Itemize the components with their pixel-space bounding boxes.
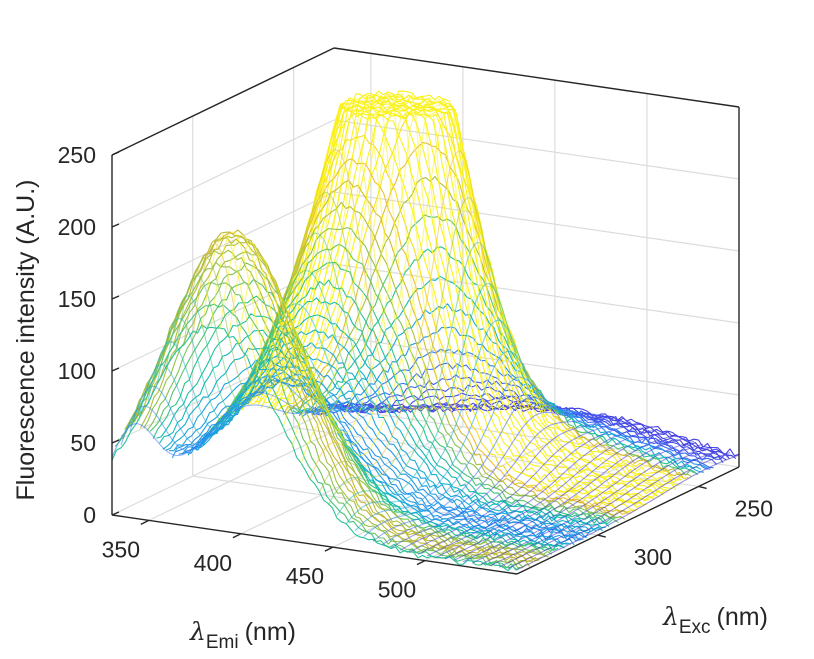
surface-column <box>210 94 433 410</box>
surface-column <box>462 437 686 563</box>
wireframe-surface <box>111 90 740 572</box>
surface-column <box>237 93 461 410</box>
surface-row <box>140 240 546 558</box>
surface-column <box>390 416 614 549</box>
surface-row <box>289 214 695 476</box>
surface-row <box>260 93 667 494</box>
z-tick-mark <box>111 439 120 444</box>
surface-column <box>426 426 650 557</box>
surface-column <box>129 376 353 446</box>
z-tick-label: 150 <box>58 286 96 312</box>
surface-row <box>114 303 521 571</box>
surface-row <box>203 297 610 527</box>
x-tick-label: 400 <box>194 550 232 576</box>
surface-column <box>318 196 542 494</box>
surface-column <box>165 269 389 415</box>
z-tick-mark <box>111 223 120 228</box>
surface-row <box>282 142 689 480</box>
axes-frame <box>111 47 740 575</box>
surface-row <box>146 262 553 556</box>
y-tick-label: 300 <box>634 544 672 570</box>
x-tick-label: 450 <box>286 563 324 589</box>
z-tick-mark <box>111 151 120 156</box>
z-axis-label: Fluorescence intensity (A.U.) <box>12 180 40 501</box>
surface-column <box>282 101 506 434</box>
surface-column <box>435 429 659 558</box>
surface-row <box>133 229 540 561</box>
surface-column <box>219 93 443 410</box>
surface-column <box>300 108 524 464</box>
surface-row <box>118 282 524 569</box>
z-tick-label: 0 <box>83 502 96 528</box>
surface-row <box>305 348 711 470</box>
y-tick-mark <box>597 534 606 538</box>
x-tick-mark <box>140 519 150 525</box>
surface-column <box>174 232 398 411</box>
surface-row <box>254 97 660 498</box>
x-tick-label: 500 <box>378 577 416 603</box>
surface-row <box>175 379 581 542</box>
surface-column <box>480 443 704 565</box>
surface-column <box>453 434 677 561</box>
z-tick-mark <box>111 511 120 516</box>
z-tick-label: 100 <box>58 358 96 384</box>
surface-row <box>295 275 702 470</box>
y-tick-label: 250 <box>735 495 773 521</box>
surface-row <box>143 251 549 558</box>
surface-column <box>417 423 641 555</box>
z-tick-mark <box>111 367 120 372</box>
tick-layer: 0 50 100 150 200 250 350 400 450 500 250 300 <box>58 142 773 603</box>
surface-column <box>228 93 452 410</box>
surface-row <box>111 324 518 572</box>
surface-column <box>264 97 488 412</box>
y-axis-label: λExc (nm) <box>662 602 768 638</box>
y-tick-mark <box>698 485 707 490</box>
surface-column <box>471 440 695 564</box>
surface-row <box>200 314 606 529</box>
surface-row <box>273 92 679 486</box>
surface-column <box>327 241 551 506</box>
surface-column <box>183 191 407 411</box>
surface-row <box>213 243 619 523</box>
z-tick-label: 200 <box>58 214 96 240</box>
surface-row <box>121 261 527 569</box>
surface-column <box>507 451 731 569</box>
surface-column <box>363 376 586 537</box>
surface-column <box>246 94 470 410</box>
surface-column <box>345 319 569 525</box>
x-tick-mark <box>232 533 242 539</box>
surface-row <box>324 400 730 460</box>
surface-column <box>192 148 416 410</box>
surface-column <box>372 396 595 542</box>
surface-column <box>156 303 380 423</box>
surface-column <box>309 150 533 480</box>
surface-column <box>336 283 560 516</box>
surface-column <box>516 454 740 571</box>
surface-column <box>201 105 425 410</box>
surface-column <box>255 95 479 410</box>
z-tick-mark <box>111 295 120 300</box>
x-tick-mark <box>324 546 334 552</box>
x-axis-label: λEmi (nm) <box>189 617 296 653</box>
surface-column <box>498 449 722 568</box>
surface-row <box>244 104 651 501</box>
surface-row <box>247 102 654 502</box>
z-tick-label: 50 <box>70 430 96 456</box>
surface-column <box>489 446 713 567</box>
surface-column <box>291 104 515 447</box>
x-tick-mark <box>416 559 426 566</box>
z-tick-label: 250 <box>58 142 96 168</box>
surface-column <box>444 432 668 560</box>
surface-column <box>399 419 623 551</box>
surface-row <box>190 354 597 532</box>
x-tick-label: 350 <box>102 536 140 562</box>
surface-column <box>408 421 632 553</box>
surface-column <box>381 411 605 546</box>
